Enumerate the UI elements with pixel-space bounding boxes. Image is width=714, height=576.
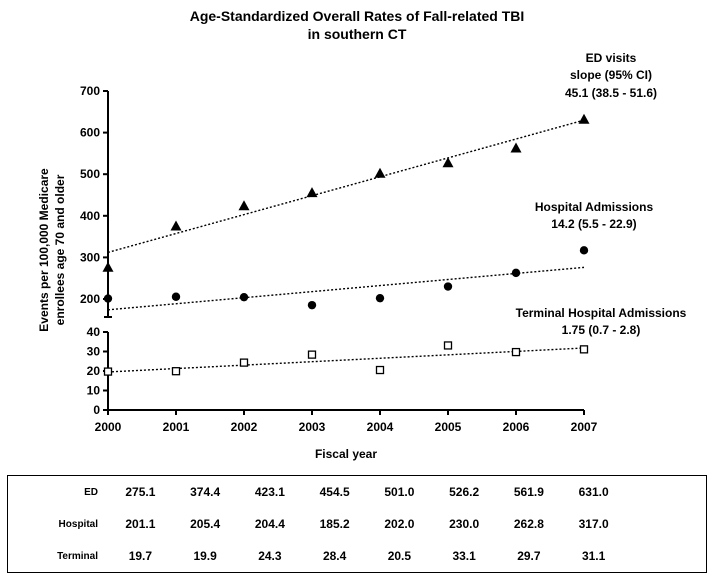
- table-cell: 19.9: [193, 549, 217, 563]
- table-cell: 374.4: [190, 485, 221, 499]
- table-cell: 205.4: [190, 517, 221, 531]
- ed-point: [102, 261, 114, 272]
- ed-annotation: 45.1 (38.5 - 51.6): [565, 86, 657, 100]
- ed-point: [510, 142, 522, 153]
- table-cell: 454.5: [319, 485, 350, 499]
- table-row-label: Terminal: [57, 550, 98, 562]
- chart-plot: Age-Standardized Overall Rates of Fall-r…: [37, 8, 687, 461]
- table-row: Terminal 19.7 19.9 24.3 28.4 20.5 33.1 29.7 31.1: [8, 540, 707, 573]
- terminal-point: [579, 345, 589, 354]
- data-table: ED 275.1 374.4 423.1 454.5 501.0 526.2 561.9 631…: [7, 475, 707, 573]
- table-cell: 20.5: [387, 549, 412, 563]
- terminal-point: [511, 347, 521, 357]
- table-cell: 262.8: [513, 517, 544, 531]
- terminal-annotation: 1.75 (0.7 - 2.8): [562, 323, 641, 337]
- chart-title: Age-Standardized Overall Rates of Fall-r…: [190, 8, 525, 24]
- x-tick-label: 2006: [503, 420, 530, 434]
- table-cell: 423.1: [254, 485, 285, 499]
- table-cell: 28.4: [322, 549, 347, 563]
- table-cell: 202.0: [384, 517, 415, 531]
- table-cell: 204.4: [254, 517, 285, 531]
- terminal-point: [239, 358, 249, 367]
- table-padding-cell: [626, 540, 707, 573]
- x-tick-label: 2005: [435, 420, 462, 434]
- ed-annotation: slope (95% CI): [570, 68, 652, 82]
- table-cell: 31.1: [581, 549, 606, 563]
- terminal-point: [171, 367, 181, 376]
- table-padding-cell: [626, 476, 707, 509]
- terminal-trend-line: [107, 347, 585, 373]
- ed-point: [170, 220, 182, 231]
- x-axis-label: Fiscal year: [315, 447, 377, 461]
- terminal-point: [443, 341, 453, 350]
- y-tick-label: 10: [87, 384, 101, 398]
- table-row-label: ED: [84, 486, 98, 498]
- table-cell: 24.3: [258, 549, 282, 563]
- y-tick-label: 300: [80, 250, 100, 264]
- x-tick-label: 2000: [95, 420, 122, 434]
- y-tick-label: 30: [87, 345, 101, 359]
- ed-point: [442, 157, 454, 168]
- hospital-point: [239, 292, 249, 302]
- table-cell: 230.0: [449, 517, 480, 531]
- x-tick-label: 2003: [299, 420, 326, 434]
- table-cell: 561.9: [513, 485, 544, 499]
- table-cell: 201.1: [125, 517, 156, 531]
- y-axis-label-line1: Events per 100,000 Medicare: [37, 168, 51, 332]
- table-row: Hospital 201.1 205.4 204.4 185.2 202.0 230.0 26…: [8, 508, 707, 540]
- ed-point: [374, 167, 386, 178]
- terminal-point: [307, 350, 317, 359]
- y-tick-label: 500: [80, 167, 100, 181]
- x-tick-label: 2002: [231, 420, 258, 434]
- ed-point: [238, 200, 250, 211]
- terminal-point: [375, 365, 385, 375]
- terminal-annotation: Terminal Hospital Admissions: [516, 306, 687, 320]
- x-tick-label: 2004: [367, 420, 394, 434]
- x-tick-label: 2001: [163, 420, 190, 434]
- y-tick-label: 0: [93, 403, 100, 417]
- hospital-point: [375, 293, 385, 303]
- ed-point: [306, 187, 318, 198]
- table-cell: 526.2: [449, 485, 480, 499]
- table-cell: 501.0: [384, 485, 415, 499]
- table-cell: 317.0: [578, 517, 609, 531]
- y-tick-label: 20: [87, 364, 101, 378]
- table-cell: 275.1: [125, 485, 156, 499]
- ed-trend-line: [107, 119, 585, 254]
- y-tick-label: 400: [80, 209, 100, 223]
- ed-annotation: ED visits: [586, 51, 637, 65]
- y-tick-label: 40: [87, 325, 101, 339]
- table-cell: 185.2: [319, 517, 350, 531]
- hospital-annotation: Hospital Admissions: [535, 200, 654, 214]
- chart-subtitle: in southern CT: [308, 26, 407, 42]
- table-cell: 19.7: [128, 549, 153, 563]
- table-cell: 631.0: [578, 485, 609, 499]
- terminal-point: [103, 367, 113, 376]
- hospital-point: [307, 300, 317, 310]
- y-tick-label: 700: [80, 84, 100, 98]
- ed-point: [578, 113, 590, 124]
- y-tick-label: 600: [80, 126, 100, 140]
- hospital-annotation: 14.2 (5.5 - 22.9): [551, 217, 636, 231]
- table-row-label: Hospital: [58, 518, 98, 530]
- table-cell: 33.1: [452, 549, 476, 563]
- y-axis-label-line2: enrollees age 70 and older: [53, 174, 67, 325]
- x-tick-label: 2007: [571, 420, 598, 434]
- hospital-point: [511, 268, 521, 278]
- table-row: ED 275.1 374.4 423.1 454.5 501.0 526.2 561.9 631…: [8, 476, 707, 509]
- table-padding-cell: [626, 508, 707, 540]
- hospital-point: [443, 282, 453, 291]
- hospital-point: [579, 246, 589, 255]
- hospital-point: [171, 292, 181, 301]
- hospital-point: [103, 294, 113, 303]
- table-cell: 29.7: [517, 549, 541, 563]
- y-tick-label: 200: [80, 292, 100, 306]
